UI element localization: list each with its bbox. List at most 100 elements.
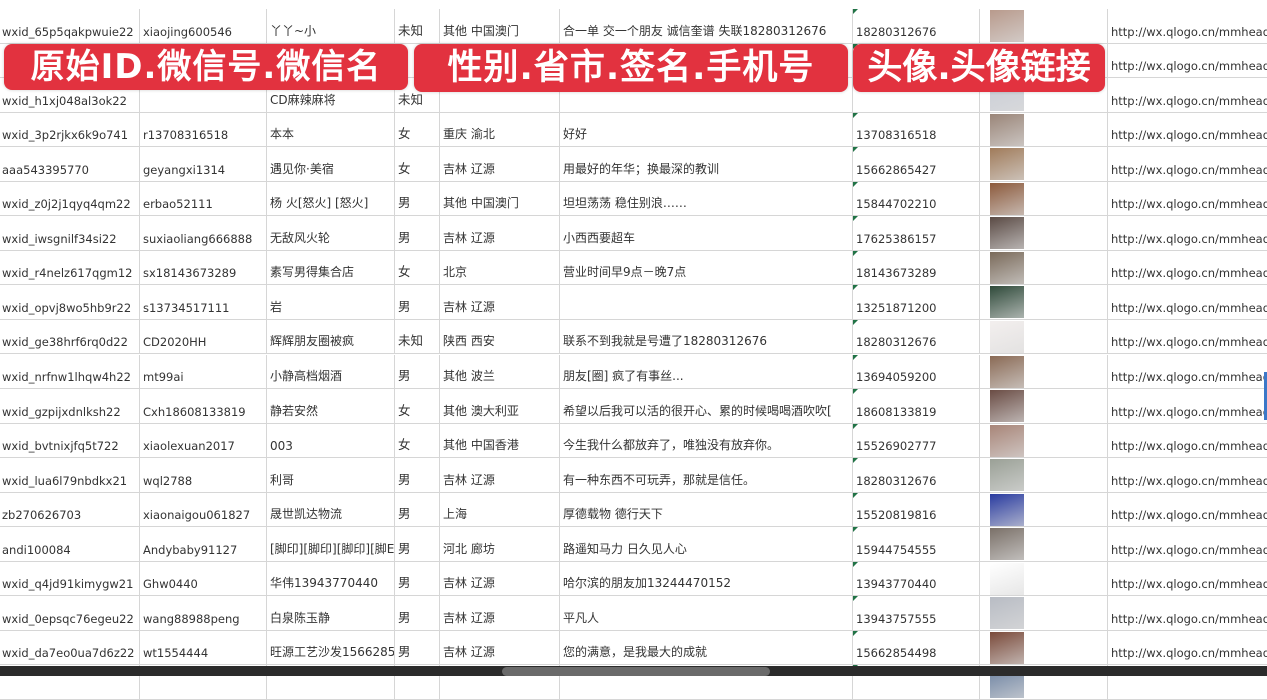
cell-gender[interactable]: 男 [395,354,440,388]
cell-wechat-name[interactable]: 华伟13943770440 [267,561,395,596]
cell-original-id[interactable]: wxid_0epsqc76egeu22 [0,596,140,630]
cell-avatar-url[interactable]: http://wx.qlogo.cn/mmhead [1108,78,1267,112]
cell-wechat-id[interactable]: CD2020HH [140,319,267,354]
horizontal-scrollbar[interactable] [502,667,770,676]
cell-gender[interactable]: 未知 [395,78,440,112]
cell-original-id[interactable]: wxid_bvtnixjfq5t722 [0,423,140,458]
cell-region[interactable]: 河北 廊坊 [440,527,560,561]
cell-phone[interactable]: 15844702210 [853,181,980,216]
cell-gender[interactable]: 未知 [395,9,440,43]
cell-original-id[interactable]: wxid_3p2rjkx6k9o741 [0,112,140,147]
cell-avatar-url[interactable]: http://wx.qlogo.cn/mmhead [1108,147,1267,181]
cell-region[interactable]: 吉林 辽源 [440,458,560,492]
cell-signature[interactable]: 希望以后我可以活的很开心、累的时候喝喝酒吹吹[ [560,389,853,423]
cell-avatar-url[interactable]: http://wx.qlogo.cn/mmhead [1108,182,1267,216]
avatar-image[interactable] [990,459,1024,492]
cell-avatar[interactable] [980,181,1108,216]
cell-phone[interactable]: 15944754555 [853,527,980,561]
cell-avatar[interactable] [980,492,1108,527]
cell-original-id[interactable]: wxid_h1xj048al3ok22 [0,78,140,112]
avatar-image[interactable] [990,562,1024,595]
cell-avatar-url[interactable]: http://wx.qlogo.cn/mmhead [1108,355,1267,389]
cell-signature[interactable]: 平凡人 [560,596,853,630]
avatar-image[interactable] [990,355,1024,388]
cell-avatar-url[interactable]: http://wx.qlogo.cn/mmhead [1108,320,1267,354]
cell-avatar[interactable] [980,112,1108,147]
cell-avatar[interactable] [980,596,1108,630]
cell-wechat-name[interactable]: 003 [267,423,395,458]
cell-gender[interactable]: 女 [395,147,440,181]
avatar-image[interactable] [990,251,1024,284]
cell-avatar[interactable] [980,458,1108,492]
cell-avatar-url[interactable]: http://wx.qlogo.cn/mmhead [1108,389,1267,423]
cell-avatar[interactable] [980,389,1108,423]
cell-avatar-url[interactable]: http://wx.qlogo.cn/mmhead [1108,251,1267,285]
cell-region[interactable]: 吉林 辽源 [440,596,560,630]
cell-gender[interactable]: 女 [395,250,440,285]
cell-signature[interactable]: 朋友[圈] 疯了有事丝... [560,354,853,388]
cell-wechat-id[interactable]: mt99ai [140,354,267,388]
cell-wechat-name[interactable]: 白泉陈玉静 [267,596,395,630]
cell-wechat-name[interactable]: 晟世凯达物流 [267,492,395,527]
cell-wechat-name[interactable]: 无敌风火轮 [267,216,395,250]
cell-wechat-id[interactable]: xiaolexuan2017 [140,423,267,458]
cell-avatar-url[interactable]: http://wx.qlogo.cn/mmhead [1108,596,1267,630]
cell-region[interactable]: 北京 [440,250,560,285]
avatar-image[interactable] [990,424,1024,457]
cell-region[interactable]: 吉林 辽源 [440,630,560,665]
cell-phone[interactable]: 18280312676 [853,319,980,354]
cell-signature[interactable]: 您的满意，是我最大的成就 [560,630,853,665]
cell-phone[interactable]: 15526902777 [853,423,980,458]
avatar-image[interactable] [990,320,1024,353]
cell-region[interactable]: 吉林 辽源 [440,561,560,596]
cell-wechat-id[interactable]: erbao52111 [140,181,267,216]
cell-signature[interactable]: 用最好的年华；换最深的教训 [560,147,853,181]
cell-phone[interactable]: 13251871200 [853,285,980,319]
cell-original-id[interactable]: wxid_lua6l79nbdkx21 [0,458,140,492]
cell-wechat-name[interactable]: CD麻辣麻将 [267,78,395,112]
cell-phone[interactable]: 15662854498 [853,630,980,665]
cell-signature[interactable] [560,43,853,78]
cell-wechat-id[interactable]: Ghw0440 [140,561,267,596]
cell-wechat-name[interactable]: 辉辉朋友圈被疯 [267,319,395,354]
cell-gender[interactable]: 男 [395,216,440,250]
cell-gender[interactable]: 男 [395,527,440,561]
cell-wechat-id[interactable]: xiaojing600546 [140,9,267,43]
cell-original-id[interactable]: wxid_iwsgnilf34si22 [0,216,140,250]
cell-wechat-name[interactable]: 杨 火[怒火] [怒火] [267,181,395,216]
cell-avatar-url[interactable]: http://wx.qlogo.cn/mmhead [1108,458,1267,492]
cell-avatar[interactable] [980,423,1108,458]
cell-signature[interactable]: 路遥知马力 日久见人心 [560,527,853,561]
cell-gender[interactable]: 男 [395,181,440,216]
cell-phone[interactable]: 13694059200 [853,354,980,388]
cell-gender[interactable]: 男 [395,561,440,596]
cell-avatar[interactable] [980,285,1108,319]
cell-avatar[interactable] [980,9,1108,43]
cell-avatar[interactable] [980,216,1108,250]
cell-avatar-url[interactable]: http://wx.qlogo.cn/mmhead [1108,44,1267,78]
cell-signature[interactable]: 好好 [560,112,853,147]
cell-signature[interactable]: 联系不到我就是号遭了18280312676 [560,319,853,354]
avatar-image[interactable] [990,528,1024,561]
avatar-image[interactable] [990,217,1024,250]
cell-signature[interactable] [560,78,853,112]
cell-signature[interactable]: 合一单 交一个朋友 诚信奎谱 失联18280312676 [560,9,853,43]
cell-wechat-id[interactable]: Cxh18608133819 [140,389,267,423]
cell-wechat-name[interactable]: 静若安然 [267,389,395,423]
cell-region[interactable]: 其他 中国澳门 [440,9,560,43]
cell-wechat-id[interactable]: xiaonaigou061827 [140,492,267,527]
cell-phone[interactable]: 18280312676 [853,458,980,492]
cell-signature[interactable]: 哈尔滨的朋友加13244470152 [560,561,853,596]
avatar-image[interactable] [990,390,1024,423]
cell-original-id[interactable]: wxid_r4nelz617qgm12 [0,250,140,285]
cell-signature[interactable]: 厚德载物 德行天下 [560,492,853,527]
cell-wechat-id[interactable]: Andybaby91127 [140,527,267,561]
avatar-image[interactable] [990,113,1024,146]
cell-wechat-name[interactable]: 岩 [267,285,395,319]
cell-gender[interactable]: 男 [395,630,440,665]
cell-wechat-id[interactable]: wql2788 [140,458,267,492]
cell-wechat-name[interactable]: 丫丫~小 [267,9,395,43]
cell-wechat-name[interactable]: 利哥 [267,458,395,492]
cell-signature[interactable]: 营业时间早9点－晚7点 [560,250,853,285]
cell-avatar[interactable] [980,319,1108,354]
